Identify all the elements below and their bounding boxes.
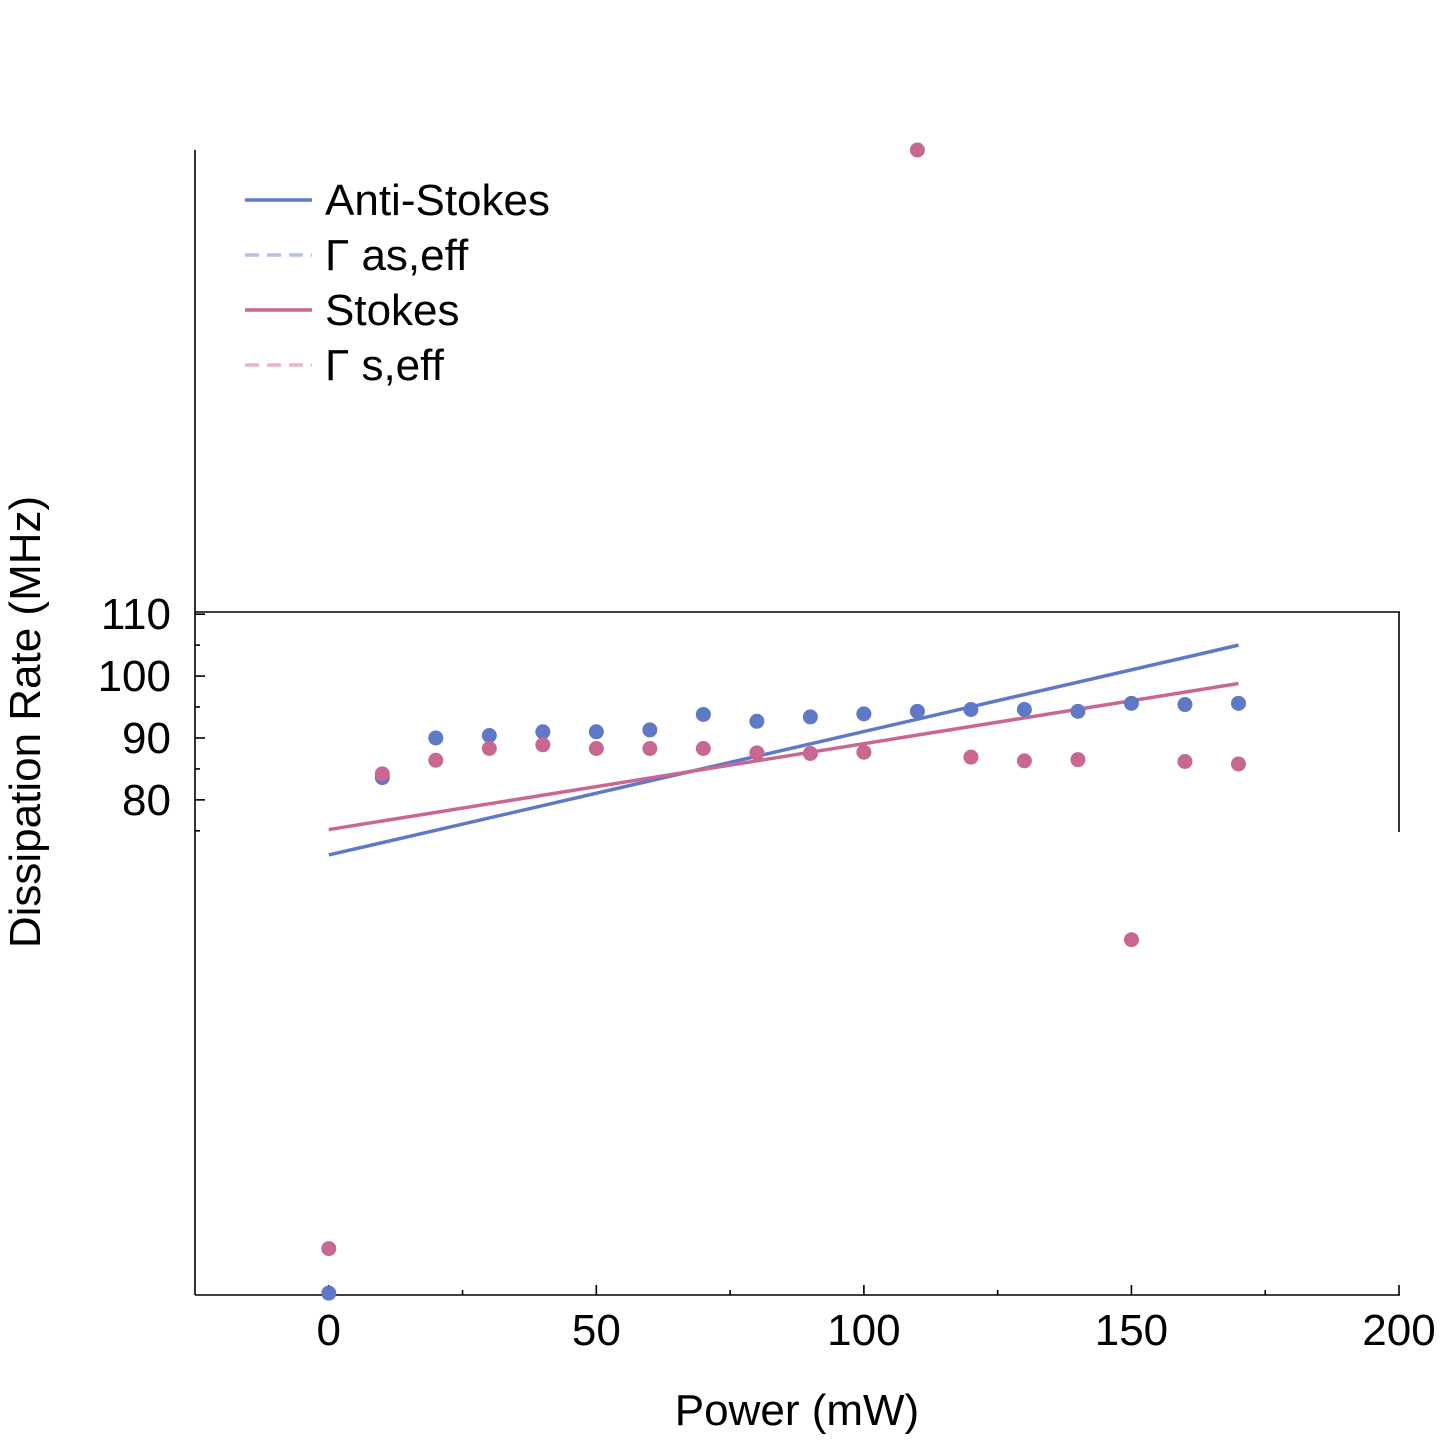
x-tick-label: 200 bbox=[1362, 1306, 1435, 1355]
series-layer bbox=[321, 142, 1246, 1301]
x-tick-label: 100 bbox=[827, 1306, 900, 1355]
stokes-point bbox=[856, 744, 872, 760]
anti-stokes-point bbox=[1016, 702, 1032, 718]
anti-stokes-point bbox=[428, 730, 444, 746]
anti-stokes-point bbox=[963, 702, 979, 718]
anti-stokes-point bbox=[535, 724, 551, 740]
stokes-point bbox=[588, 740, 604, 756]
y-tick-label: 110 bbox=[101, 590, 171, 639]
anti-stokes-point bbox=[1230, 695, 1246, 711]
stokes-point bbox=[1177, 753, 1193, 769]
y-tick-label: 80 bbox=[122, 776, 171, 825]
stokes-point bbox=[695, 740, 711, 756]
y-axis-title: Dissipation Rate (MHz) bbox=[1, 496, 50, 948]
y-tick-label: 90 bbox=[122, 714, 171, 763]
stokes-point bbox=[909, 142, 925, 158]
anti-stokes-point bbox=[802, 709, 818, 725]
x-tick-label: 150 bbox=[1095, 1306, 1168, 1355]
legend-label: Γ s,eff bbox=[325, 341, 445, 390]
stokes-point bbox=[642, 740, 658, 756]
anti-stokes-point bbox=[588, 724, 604, 740]
legend-label: Anti-Stokes bbox=[325, 176, 550, 225]
anti-stokes-point bbox=[481, 727, 497, 743]
plot-frame bbox=[194, 150, 1400, 1296]
x-axis-ticks: 0 50 100 150 200 bbox=[317, 1285, 1436, 1355]
anti-stokes-point bbox=[642, 722, 658, 738]
anti-stokes-point bbox=[1177, 697, 1193, 713]
anti-stokes-fit-line bbox=[328, 643, 1239, 857]
anti-stokes-point bbox=[749, 713, 765, 729]
legend: Anti-Stokes Γ as,eff Stokes Γ s,eff bbox=[245, 176, 550, 390]
anti-stokes-point bbox=[1123, 695, 1139, 711]
anti-stokes-point bbox=[321, 1285, 337, 1301]
stokes-point bbox=[963, 749, 979, 765]
stokes-point bbox=[1230, 756, 1246, 772]
x-tick-label: 0 bbox=[317, 1306, 341, 1355]
stokes-point bbox=[1016, 753, 1032, 769]
stokes-point bbox=[321, 1241, 337, 1257]
anti-stokes-point bbox=[695, 706, 711, 722]
anti-stokes-point bbox=[909, 703, 925, 719]
stokes-point bbox=[535, 737, 551, 753]
legend-label: Γ as,eff bbox=[325, 231, 469, 280]
y-tick-label: 100 bbox=[98, 652, 171, 701]
y-axis-ticks: 80 90 100 110 bbox=[98, 590, 205, 832]
stokes-point bbox=[481, 740, 497, 756]
legend-label: Stokes bbox=[325, 286, 460, 335]
anti-stokes-point bbox=[856, 706, 872, 722]
stokes-point bbox=[749, 745, 765, 761]
x-tick-label: 50 bbox=[572, 1306, 621, 1355]
stokes-point bbox=[428, 752, 444, 768]
stokes-point bbox=[1123, 932, 1139, 948]
stokes-fit-line bbox=[328, 681, 1239, 832]
stokes-point bbox=[374, 766, 390, 782]
stokes-point bbox=[802, 745, 818, 761]
x-axis-title: Power (mW) bbox=[675, 1386, 919, 1435]
stokes-point bbox=[1070, 752, 1086, 768]
anti-stokes-point bbox=[1070, 703, 1086, 719]
